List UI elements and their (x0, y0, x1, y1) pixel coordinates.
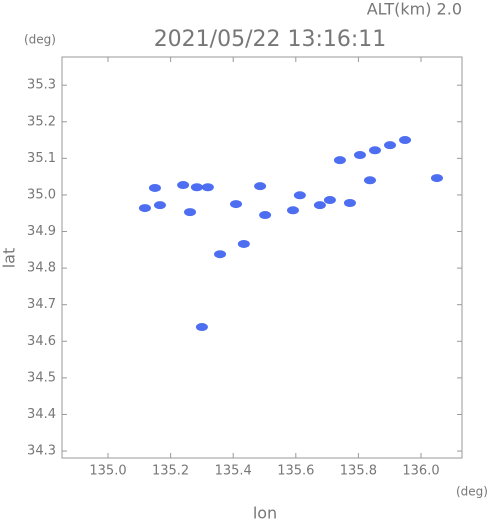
y-tick-label: 35.2 (27, 114, 56, 129)
y-tick-label: 34.4 (27, 407, 56, 422)
chart-title: 2021/05/22 13:16:11 (154, 27, 387, 52)
y-tick-label: 34.5 (27, 370, 56, 385)
echo (259, 211, 272, 220)
echo (177, 181, 190, 190)
y-tick-label: 35.3 (27, 78, 56, 93)
echo (323, 196, 336, 205)
echo (384, 141, 397, 150)
y-tick-label: 35.0 (27, 187, 56, 202)
echo (343, 198, 356, 207)
echo (138, 204, 151, 213)
echo (286, 206, 299, 215)
echo (195, 323, 208, 332)
x-tick-label: 135.0 (89, 464, 126, 479)
altitude-label: ALT(km) 2.0 (367, 0, 462, 19)
echo (363, 176, 376, 185)
y-tick-label: 34.3 (27, 444, 56, 459)
y-tick-label: 34.7 (27, 297, 56, 312)
echo (368, 146, 381, 155)
echo (353, 151, 366, 160)
echo (153, 201, 166, 210)
echo (237, 239, 250, 248)
echo (214, 250, 227, 259)
x-tick-label: 135.6 (277, 464, 314, 479)
echo (430, 174, 443, 183)
x-tick-label: 135.2 (152, 464, 189, 479)
echo (148, 183, 161, 192)
y-tick-label: 34.8 (27, 261, 56, 276)
x-axis-label: lon (253, 504, 277, 522)
x-tick-label: 135.4 (215, 464, 252, 479)
echo (230, 200, 243, 209)
echo (254, 182, 267, 191)
echo (184, 208, 197, 217)
y-tick-label: 34.9 (27, 224, 56, 239)
x-tick-label: 135.8 (340, 464, 377, 479)
echo (399, 136, 412, 145)
y-tick-label: 34.6 (27, 334, 56, 349)
y-unit: (deg) (24, 33, 56, 47)
echo (313, 201, 326, 210)
x-unit: (deg) (456, 485, 488, 499)
echo (201, 183, 214, 192)
echo (190, 183, 203, 192)
y-tick-label: 35.1 (27, 151, 56, 166)
echo (333, 156, 346, 165)
plot-frame (61, 56, 463, 459)
echo (293, 191, 306, 200)
y-axis-label: lat (0, 248, 19, 269)
x-tick-label: 136.0 (402, 464, 439, 479)
